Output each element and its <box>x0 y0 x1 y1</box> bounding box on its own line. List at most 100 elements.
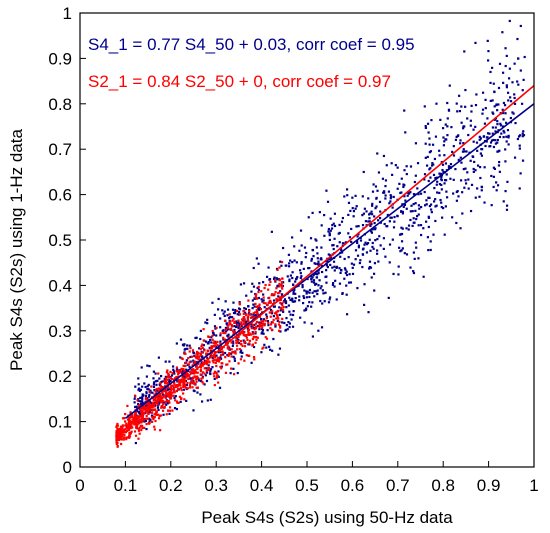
scatter-point-s2 <box>124 431 128 434</box>
scatter-point-s4 <box>331 266 334 269</box>
scatter-point-s4 <box>504 112 507 115</box>
scatter-point-s4 <box>469 209 473 213</box>
scatter-point-s4 <box>357 225 360 228</box>
scatter-point-s4 <box>226 353 229 357</box>
scatter-point-s4 <box>373 221 376 225</box>
scatter-point-s2 <box>277 309 280 313</box>
scatter-point-s4 <box>446 125 449 128</box>
scatter-point-s2 <box>188 350 191 353</box>
scatter-point-s4 <box>302 295 305 298</box>
scatter-point-s4 <box>219 340 222 343</box>
scatter-point-s2 <box>252 356 256 359</box>
scatter-point-s4 <box>217 375 220 378</box>
scatter-point-s4 <box>481 112 484 115</box>
scatter-point-s4 <box>518 187 521 190</box>
scatter-point-s2 <box>166 381 169 385</box>
scatter-point-s4 <box>289 298 292 302</box>
scatter-point-s4 <box>316 273 319 276</box>
scatter-point-s2 <box>200 377 203 380</box>
scatter-point-s4 <box>137 377 140 380</box>
scatter-point-s2 <box>230 324 233 327</box>
scatter-point-s4 <box>483 166 486 169</box>
scatter-point-s4 <box>273 276 276 279</box>
scatter-point-s2 <box>179 397 183 401</box>
scatter-point-s4 <box>152 381 156 384</box>
scatter-point-s4 <box>141 393 144 396</box>
scatter-point-s4 <box>496 109 499 112</box>
scatter-point-s4 <box>333 285 336 288</box>
scatter-point-s4 <box>517 83 520 86</box>
scatter-point-s4 <box>491 111 494 114</box>
scatter-point-s4 <box>253 297 256 300</box>
scatter-point-s4 <box>495 103 498 106</box>
scatter-point-s4 <box>156 389 159 392</box>
scatter-point-s2 <box>164 379 167 383</box>
scatter-point-s4 <box>442 207 445 210</box>
scatter-point-s2 <box>170 394 173 398</box>
scatter-point-s2 <box>236 309 239 313</box>
scatter-point-s4 <box>467 133 470 137</box>
scatter-point-s4 <box>219 334 222 337</box>
scatter-point-s2 <box>162 400 165 403</box>
scatter-point-s4 <box>423 190 426 194</box>
scatter-point-s4 <box>427 196 430 199</box>
scatter-point-s2 <box>120 442 123 446</box>
scatter-point-s2 <box>268 296 271 299</box>
scatter-point-s4 <box>472 167 475 171</box>
scatter-point-s4 <box>414 241 417 244</box>
scatter-point-s4 <box>487 59 490 62</box>
scatter-point-s4 <box>338 223 341 227</box>
scatter-point-s4 <box>320 285 323 288</box>
scatter-point-s4 <box>227 333 230 336</box>
scatter-point-s4 <box>368 217 371 220</box>
scatter-point-s4 <box>368 238 371 241</box>
scatter-point-s4 <box>276 285 279 288</box>
scatter-point-s4 <box>315 290 318 293</box>
scatter-point-s4 <box>269 308 273 312</box>
scatter-point-s4 <box>387 190 391 193</box>
scatter-point-s4 <box>189 355 192 359</box>
scatter-point-s2 <box>235 344 239 347</box>
scatter-point-s4 <box>138 389 141 393</box>
scatter-point-s4 <box>417 213 420 216</box>
scatter-point-s2 <box>167 409 170 412</box>
scatter-point-s2 <box>279 326 282 329</box>
scatter-point-s4 <box>153 388 156 392</box>
scatter-point-s2 <box>164 390 168 393</box>
scatter-point-s4 <box>137 402 140 406</box>
scatter-point-s4 <box>403 169 406 172</box>
scatter-point-s4 <box>298 269 302 272</box>
scatter-point-s4 <box>429 167 432 170</box>
scatter-point-s2 <box>198 355 201 359</box>
scatter-point-s2 <box>256 336 259 339</box>
scatter-point-s2 <box>125 422 128 425</box>
scatter-point-s2 <box>261 326 264 329</box>
scatter-point-s4 <box>253 323 256 326</box>
scatter-point-s2 <box>250 327 253 330</box>
scatter-point-s2 <box>178 379 181 382</box>
scatter-point-s2 <box>254 326 258 329</box>
scatter-point-s2 <box>238 302 241 305</box>
scatter-point-s4 <box>163 401 166 404</box>
scatter-point-s4 <box>509 116 512 120</box>
scatter-point-s2 <box>167 386 170 389</box>
scatter-point-s4 <box>363 243 366 246</box>
scatter-point-s4 <box>148 411 151 414</box>
scatter-point-s4 <box>392 195 395 199</box>
scatter-point-s4 <box>384 184 387 188</box>
scatter-point-s4 <box>436 180 439 183</box>
scatter-point-s2 <box>230 325 234 328</box>
scatter-point-s2 <box>199 373 202 376</box>
scatter-point-s4 <box>522 134 526 137</box>
scatter-point-s4 <box>283 321 286 325</box>
scatter-point-s2 <box>135 426 138 429</box>
scatter-point-s2 <box>194 375 197 378</box>
scatter-point-s2 <box>221 362 224 365</box>
scatter-point-s4 <box>139 400 142 403</box>
scatter-point-s2 <box>202 328 205 331</box>
scatter-point-s2 <box>214 361 217 365</box>
x-tick-label: 0.2 <box>159 476 183 495</box>
scatter-point-s2 <box>127 428 130 432</box>
scatter-point-s4 <box>504 64 507 68</box>
scatter-point-s2 <box>196 377 199 380</box>
